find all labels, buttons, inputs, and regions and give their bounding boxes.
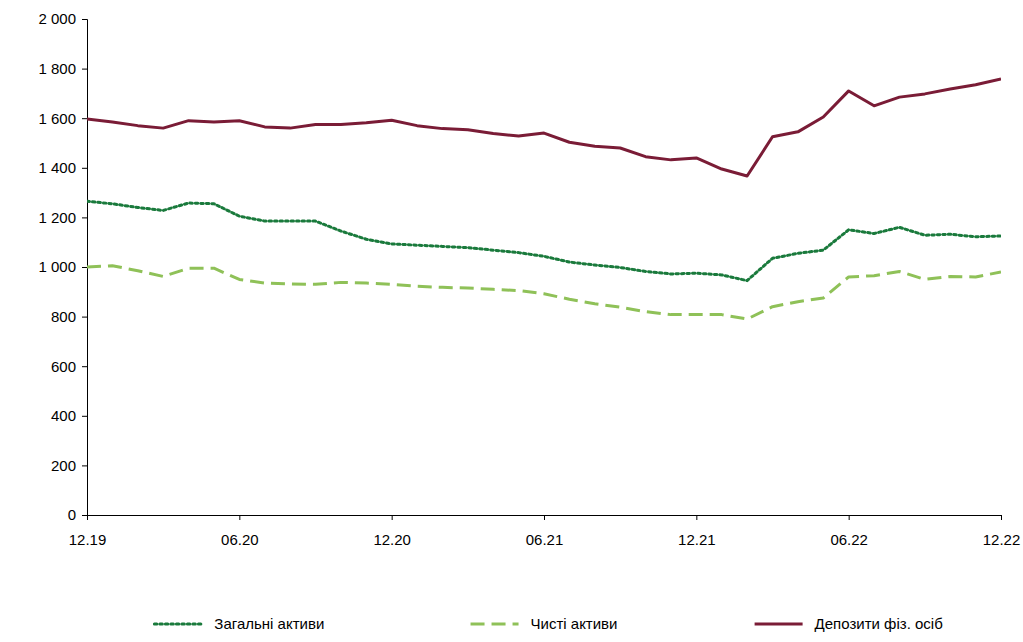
tick-label: 1 400 xyxy=(38,159,76,176)
tick: 06.22 xyxy=(830,515,868,548)
tick-label: 1 200 xyxy=(38,209,76,226)
tick-label: 12.20 xyxy=(373,531,411,548)
tick-mark xyxy=(696,515,697,520)
legend-item: Чисті активи xyxy=(471,615,618,632)
legend-swatch xyxy=(471,623,519,626)
tick: 600 xyxy=(51,358,87,375)
tick-mark xyxy=(82,118,87,119)
legend-item: Загальні активи xyxy=(154,615,324,632)
tick-label: 12.21 xyxy=(678,531,716,548)
tick-label: 06.21 xyxy=(526,531,564,548)
tick-mark xyxy=(87,515,88,520)
tick: 2 000 xyxy=(38,10,87,27)
tick: 12.22 xyxy=(983,515,1021,548)
tick-mark xyxy=(544,515,545,520)
tick-label: 800 xyxy=(51,308,76,325)
tick-mark xyxy=(82,267,87,268)
tick-label: 400 xyxy=(51,407,76,424)
tick: 200 xyxy=(51,457,87,474)
line xyxy=(87,266,1001,319)
tick-label: 1 000 xyxy=(38,258,76,275)
tick-mark xyxy=(82,416,87,417)
tick: 1 400 xyxy=(38,159,87,176)
series-lines xyxy=(87,79,1001,319)
tick-mark xyxy=(239,515,240,520)
tick: 12.20 xyxy=(373,515,411,548)
tick: 06.20 xyxy=(221,515,259,548)
tick: 1 000 xyxy=(38,258,87,275)
legend-label: Депозити фіз. осіб xyxy=(815,615,943,632)
legend-swatch xyxy=(755,623,803,626)
tick: 12.19 xyxy=(69,515,107,548)
tick-label: 0 xyxy=(68,506,76,523)
x-axis: 12.19 06.20 12.20 06.21 12.21 06.22 12.22 xyxy=(69,515,1021,548)
tick-mark xyxy=(392,515,393,520)
legend-label: Чисті активи xyxy=(531,615,618,632)
tick-mark xyxy=(82,465,87,466)
tick-label: 1 600 xyxy=(38,110,76,127)
tick: 800 xyxy=(51,308,87,325)
plot-area: 0 200 400 600 800 1 000 1 200 1 400 1 600 1 800 2 … xyxy=(38,10,1020,547)
tick-label: 600 xyxy=(51,358,76,375)
legend-swatch xyxy=(154,623,202,626)
legend: Загальні активи Чисті активи Депозити фіз.… xyxy=(154,615,942,632)
tick-label: 12.19 xyxy=(69,531,107,548)
legend-label: Загальні активи xyxy=(214,615,324,632)
tick: 0 xyxy=(68,506,87,523)
tick: 400 xyxy=(51,407,87,424)
axis-line xyxy=(82,20,88,516)
tick-mark xyxy=(82,515,87,516)
tick-mark xyxy=(82,366,87,367)
tick-label: 1 800 xyxy=(38,60,76,77)
tick-label: 06.20 xyxy=(221,531,259,548)
tick: 12.21 xyxy=(678,515,716,548)
tick-label: 12.22 xyxy=(983,531,1021,548)
chart: 0 200 400 600 800 1 000 1 200 1 400 1 600 1 800 2 … xyxy=(0,0,1023,642)
tick-label: 2 000 xyxy=(38,10,76,27)
line xyxy=(87,79,1001,176)
tick-label: 200 xyxy=(51,457,76,474)
tick: 06.21 xyxy=(526,515,564,548)
tick-mark xyxy=(82,317,87,318)
axis-line xyxy=(88,516,1002,521)
legend-item: Депозити фіз. осіб xyxy=(755,615,943,632)
tick-mark xyxy=(82,217,87,218)
tick-mark xyxy=(1001,515,1002,520)
tick-mark xyxy=(82,168,87,169)
y-axis: 0 200 400 600 800 1 000 1 200 1 400 1 600 1 800 2 … xyxy=(38,10,87,523)
tick-mark xyxy=(82,19,87,20)
tick: 1 600 xyxy=(38,110,87,127)
tick-label: 06.22 xyxy=(830,531,868,548)
tick-mark xyxy=(82,69,87,70)
line xyxy=(87,201,1001,280)
tick: 1 200 xyxy=(38,209,87,226)
tick-mark xyxy=(849,515,850,520)
tick: 1 800 xyxy=(38,60,87,77)
